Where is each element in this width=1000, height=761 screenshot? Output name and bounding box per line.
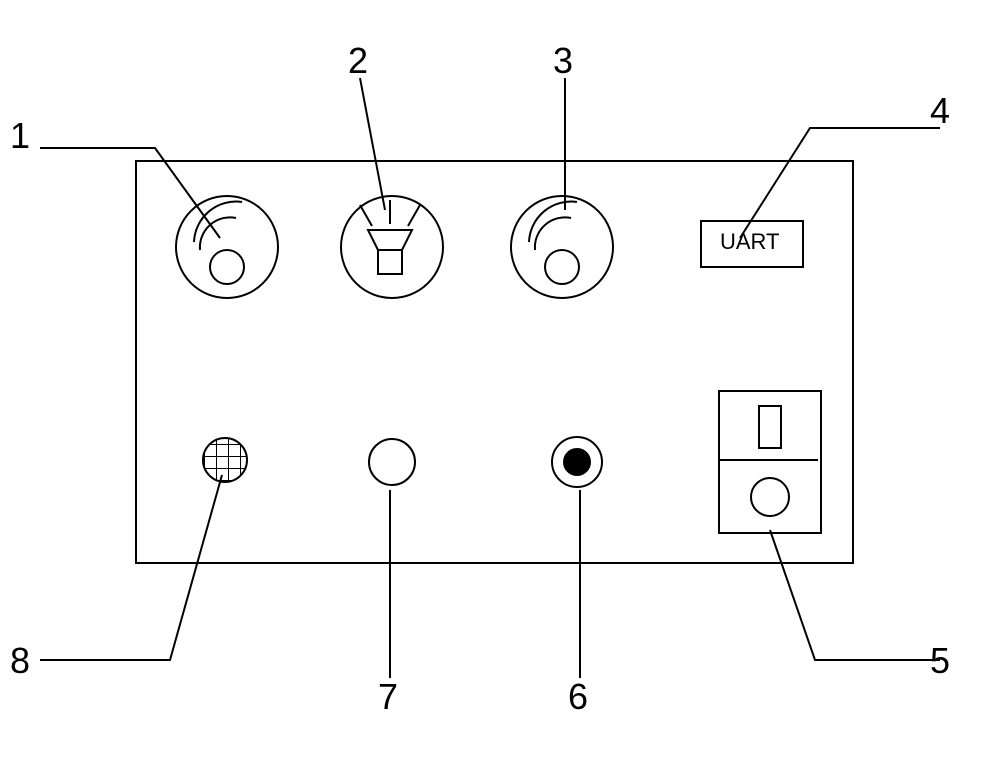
sensor-left-inner: [209, 249, 245, 285]
label-7: 7: [378, 676, 398, 718]
switch-circle: [750, 477, 790, 517]
label-1: 1: [10, 115, 30, 157]
label-5: 5: [930, 640, 950, 682]
label-6: 6: [568, 676, 588, 718]
switch-slot: [758, 405, 782, 449]
speaker-outer: [340, 195, 444, 299]
label-4: 4: [930, 90, 950, 132]
plain-circle: [368, 438, 416, 486]
label-3: 3: [553, 40, 573, 82]
sensor-right-inner: [544, 249, 580, 285]
diagram-canvas: UART: [0, 0, 1000, 761]
label-8: 8: [10, 640, 30, 682]
target-inner: [563, 448, 591, 476]
label-2: 2: [348, 40, 368, 82]
uart-label: UART: [720, 229, 780, 255]
